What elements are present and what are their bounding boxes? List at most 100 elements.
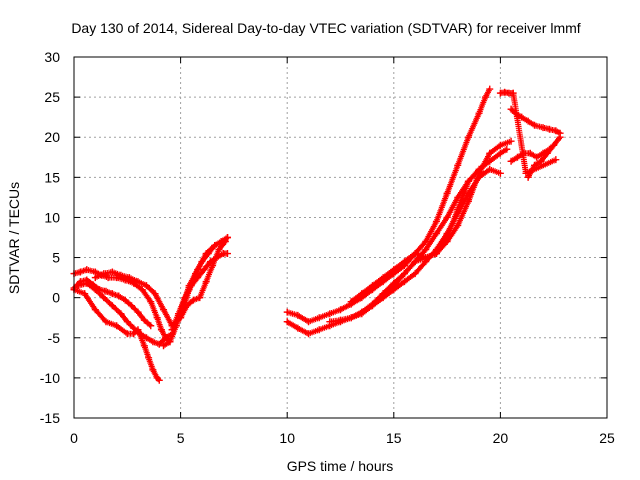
data-point	[326, 310, 334, 318]
data-point	[211, 242, 219, 250]
y-tick-label: 30	[44, 49, 60, 65]
data-point	[91, 286, 99, 294]
data-point	[337, 316, 344, 324]
data-point	[134, 278, 142, 286]
data-point	[108, 290, 116, 298]
y-tick-label: -5	[48, 330, 61, 346]
data-point	[200, 266, 208, 274]
plot-frame	[73, 56, 608, 419]
data-point	[379, 274, 387, 282]
data-point	[192, 270, 200, 278]
data-point	[545, 145, 553, 153]
data-point	[166, 338, 174, 346]
y-tick-label: 25	[44, 89, 60, 105]
data-point	[400, 278, 408, 286]
data-point	[524, 117, 532, 125]
data-point	[347, 298, 355, 306]
data-point	[117, 271, 125, 279]
data-point	[149, 366, 157, 374]
data-point	[522, 169, 530, 177]
data-point	[481, 93, 489, 101]
data-point	[526, 149, 534, 157]
data-point	[496, 89, 504, 97]
data-point	[113, 274, 121, 282]
data-point	[533, 153, 541, 161]
data-point	[140, 316, 148, 324]
data-point	[198, 258, 206, 266]
data-point	[501, 88, 509, 96]
series-arc-8	[177, 238, 229, 322]
data-point	[443, 189, 451, 197]
x-tick-label: 15	[386, 430, 402, 446]
data-point	[400, 270, 408, 278]
data-point	[432, 229, 440, 237]
data-point	[443, 213, 451, 221]
data-point	[102, 318, 110, 326]
data-point	[189, 296, 197, 304]
data-point	[496, 141, 504, 149]
data-point	[358, 310, 366, 318]
data-point	[552, 127, 560, 135]
y-tick-label: 15	[44, 169, 60, 185]
data-point	[390, 266, 398, 274]
data-point	[157, 326, 165, 334]
data-point	[513, 153, 521, 161]
data-point	[145, 354, 153, 362]
data-point	[204, 250, 212, 258]
x-tick-label: 10	[279, 430, 295, 446]
data-point	[411, 270, 419, 278]
data-point	[83, 266, 91, 274]
data-point	[509, 89, 517, 97]
data-point	[108, 268, 116, 276]
data-point	[464, 197, 472, 205]
data-point	[209, 262, 217, 270]
data-point	[83, 279, 91, 287]
data-point	[283, 318, 291, 326]
data-point	[136, 330, 144, 338]
data-point	[138, 286, 146, 294]
data-point	[160, 306, 168, 314]
data-point	[552, 156, 560, 164]
x-tick-label: 5	[177, 430, 185, 446]
data-point	[411, 250, 419, 258]
y-tick-label: 10	[44, 209, 60, 225]
x-tick-label: 0	[70, 430, 78, 446]
data-point	[81, 290, 89, 298]
data-point	[294, 311, 302, 319]
data-point	[315, 314, 323, 322]
data-point	[315, 326, 323, 334]
data-point	[149, 338, 157, 346]
data-point	[368, 302, 376, 310]
data-point	[160, 342, 168, 350]
data-point	[104, 274, 112, 282]
data-point	[181, 294, 189, 302]
data-point	[379, 290, 387, 298]
data-point	[507, 157, 515, 165]
series-arc-17	[496, 88, 560, 177]
x-tick-label: 20	[493, 430, 509, 446]
data-point	[134, 308, 142, 316]
data-point	[283, 308, 291, 316]
data-point	[475, 109, 483, 117]
series-arc-13	[379, 177, 472, 298]
data-point	[162, 334, 170, 342]
data-point	[128, 302, 136, 310]
data-point	[140, 342, 148, 350]
data-point	[432, 217, 440, 225]
data-point	[142, 282, 150, 290]
data-point	[496, 149, 504, 157]
data-point	[147, 322, 155, 330]
data-point	[486, 165, 494, 173]
data-point	[125, 274, 133, 282]
chart-title: Day 130 of 2014, Sidereal Day-to-day VTE…	[71, 20, 580, 36]
data-point	[115, 292, 123, 300]
data-point	[202, 278, 210, 286]
data-point	[305, 330, 313, 338]
data-point	[464, 177, 472, 185]
data-point	[486, 85, 494, 93]
data-point	[411, 258, 419, 266]
data-point	[100, 270, 108, 278]
data-point	[221, 238, 229, 246]
